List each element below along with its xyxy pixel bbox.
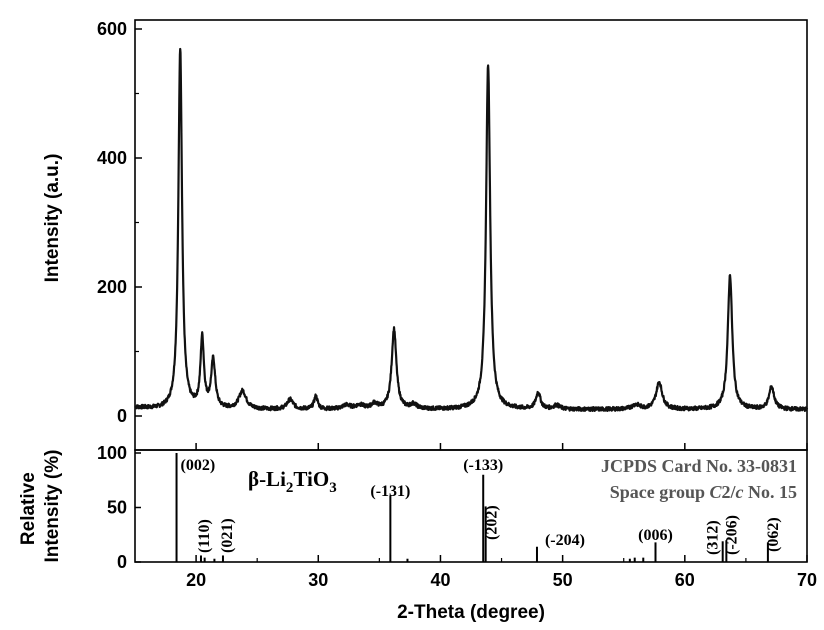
reference-labels: (002) (110) (021) (-131) (-133) (202) (-204) (0… (181, 457, 782, 555)
top-y-axis-ticks: 0 200 400 600 (97, 19, 142, 426)
reference-hkl-label: (002) (181, 457, 216, 474)
reference-hkl-label: (-133) (463, 457, 503, 474)
bottom-y-axis-label: Relative Intensity (%) (18, 450, 63, 563)
top-y-tick-label: 200 (97, 277, 127, 297)
bottom-y-tick-label: 0 (117, 552, 127, 572)
reference-hkl-label: (-206) (723, 515, 740, 555)
x-tick-label: 20 (186, 570, 206, 590)
x-axis-label: 2-Theta (degree) (397, 602, 545, 623)
x-tick-label: 40 (430, 570, 450, 590)
space-group-label: Space group C2/c No. 15 (610, 482, 797, 502)
jcpds-card-label: JCPDS Card No. 33-0831 (601, 456, 797, 476)
space-group-italic-2: c (736, 482, 744, 502)
x-tick-label: 70 (797, 570, 817, 590)
reference-hkl-label: (-204) (545, 532, 585, 549)
x-tick-label: 30 (308, 570, 328, 590)
bottom-y-axis-label-line2: Intensity (%) (42, 450, 63, 563)
space-group-mid: 2/ (721, 482, 736, 502)
reference-hkl-label: (110) (196, 519, 213, 553)
space-group-italic-1: C (709, 482, 722, 502)
bottom-plot-frame (134, 449, 808, 563)
top-y-axis-label: Intensity (a.u.) (42, 154, 63, 283)
top-y-tick-label: 0 (117, 406, 127, 426)
bottom-y-tick-label: 50 (107, 498, 127, 518)
reference-hkl-label: (021) (219, 518, 236, 553)
xrd-pattern-line (134, 47, 809, 413)
reference-hkl-label: (312) (705, 520, 722, 555)
phase-sub-1: 2 (286, 480, 294, 496)
top-y-tick-label: 400 (97, 148, 127, 168)
top-y-tick-label: 600 (97, 19, 127, 39)
reference-hkl-label: (006) (638, 527, 673, 544)
phase-mid: TiO (293, 467, 329, 491)
reference-hkl-label: (062) (765, 517, 782, 552)
phase-name: β-Li2TiO3 (248, 467, 337, 496)
x-tick-label: 60 (675, 570, 695, 590)
x-tick-label: 50 (553, 570, 573, 590)
top-plot-frame (134, 19, 808, 451)
bottom-panel: 0 50 100 20 30 40 50 60 70 (002) (110) (021) (-131… (18, 443, 817, 623)
bottom-x-axis-ticks: 20 30 40 50 60 70 (186, 555, 817, 590)
reference-hkl-label: (-131) (370, 483, 410, 500)
top-x-axis-ticks (195, 443, 808, 450)
reference-lines (175, 453, 769, 562)
bottom-y-axis-label-line1: Relative (18, 472, 39, 545)
top-panel: 0 200 400 600 Intensity (a.u.) (42, 19, 809, 451)
reference-hkl-label: (202) (484, 505, 501, 540)
bottom-y-tick-label: 100 (97, 443, 127, 463)
bottom-y-axis-ticks: 0 50 100 (97, 443, 141, 572)
space-group-prefix: Space group (610, 482, 710, 502)
phase-prefix: β-Li (248, 467, 286, 491)
phase-sub-2: 3 (329, 480, 337, 496)
space-group-suffix: No. 15 (744, 482, 798, 502)
